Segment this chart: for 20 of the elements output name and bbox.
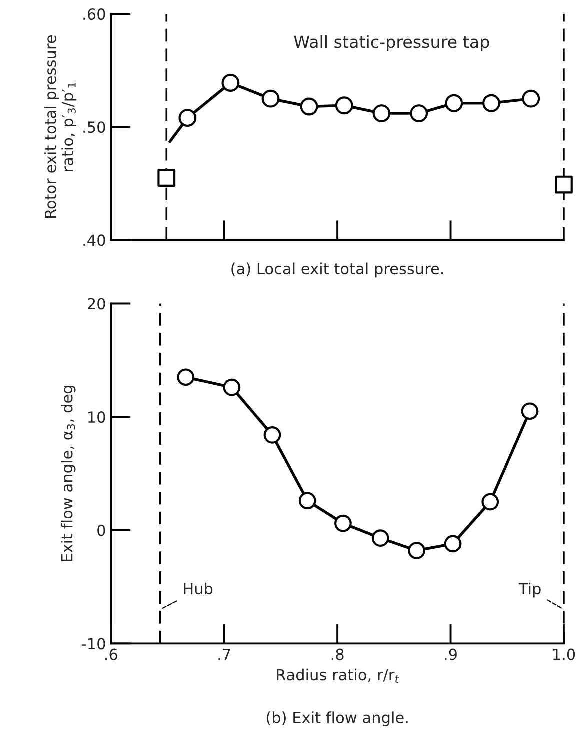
y-tick-label: 0: [98, 524, 106, 536]
y-tick-label: 20: [88, 298, 106, 310]
x-axis-title: Radius ratio, r/r$_{t}$: [277, 668, 400, 683]
x-tick-label: .7: [218, 649, 230, 660]
y-axis-title: Rotor exit total pressure ratio, p′$_{3}$/p′$_{1}$: [44, 36, 76, 218]
x-tick-label: .6: [106, 648, 118, 660]
y-tick-label: 10: [88, 412, 106, 424]
x-tick-label: .8: [332, 648, 344, 660]
y-tick-label: .40: [84, 234, 106, 246]
y-tick-label: .50: [84, 122, 106, 134]
y-tick-label: -10: [82, 638, 106, 650]
annotation: Wall static-pressure tap: [294, 35, 490, 52]
ref-line-label: Tip: [518, 582, 541, 598]
x-tick-label: 1.0: [553, 648, 576, 660]
x-tick-label: .9: [445, 648, 457, 660]
y-tick-label: .60: [84, 8, 106, 20]
text: (a) Local exit total pressure.: [232, 262, 444, 278]
text: (b) Exit flow angle.: [266, 712, 408, 726]
y-axis-title: Exit flow angle, α$_{3}$, deg: [60, 386, 76, 562]
ref-line-label: Hub: [184, 582, 213, 595]
